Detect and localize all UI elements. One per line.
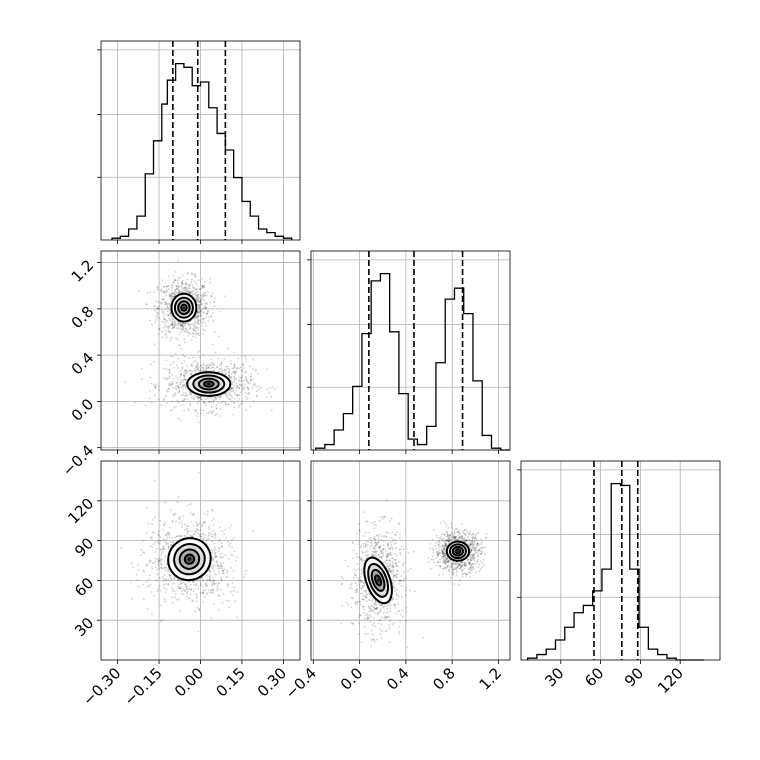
- x-tick-label-2-3: 120: [654, 664, 687, 697]
- hist-panel-1: [307, 250, 511, 454]
- contour-0-0-1: [173, 296, 194, 319]
- y-tick-label-2-1: 60: [71, 574, 97, 600]
- pair-panel-1-2: [307, 460, 511, 664]
- y-tick-label-2-2: 90: [71, 534, 97, 560]
- y-tick-label-1-3: 0.8: [68, 302, 98, 332]
- x-tick-label-1-0: −0.4: [282, 664, 320, 702]
- contour-0-0-2: [177, 300, 191, 316]
- density-fill-2-0-4: [376, 578, 380, 583]
- contour-0-0-3: [180, 303, 188, 312]
- contour-2-0-3: [374, 574, 383, 587]
- density-fill-2-1-4: [456, 550, 459, 553]
- pair-panel-0-1: [97, 250, 301, 454]
- contour-2-1-3: [454, 548, 462, 555]
- histogram-2: [526, 482, 705, 661]
- x-tick-label-0-1: −0.15: [121, 664, 166, 709]
- x-tick-label-2-1: 60: [581, 664, 607, 690]
- y-tick-label-1-4: 1.2: [68, 256, 98, 286]
- contour-1-0-0: [167, 537, 212, 582]
- histogram-0: [111, 62, 293, 240]
- sample-cloud-2: [340, 499, 488, 649]
- density-fill-1-0-4: [187, 557, 192, 562]
- contour-2-0-0: [363, 556, 393, 605]
- contour-1-0-2: [178, 548, 201, 570]
- hist-frame-1: [310, 250, 511, 451]
- contour-2-0-1: [367, 562, 390, 598]
- pair-content-0: [124, 259, 276, 424]
- pair-content-2: [340, 499, 488, 649]
- x-tick-label-0-2: 0.00: [171, 664, 207, 700]
- x-tick-label-0-0: −0.30: [79, 664, 124, 709]
- panels: −0.30−0.15 0.00 0.15 0.30−0.4 0.0 0.4 0.8 1.2 30…: [59, 40, 721, 709]
- contour-0-1-0: [186, 371, 232, 397]
- density-fill-0-0-4: [182, 306, 186, 309]
- contour-2-1-0: [445, 540, 471, 562]
- y-tick-label-1-1: 0.0: [68, 395, 98, 425]
- contour-2-1-2: [451, 545, 465, 557]
- x-tick-label-1-3: 0.8: [429, 664, 459, 694]
- x-tick-label-1-4: 1.2: [476, 664, 506, 694]
- hist-panel-0: [97, 40, 301, 244]
- pair-content-1: [120, 471, 255, 633]
- x-tick-label-1-2: 0.4: [383, 664, 413, 694]
- contour-2-1-1: [448, 543, 467, 560]
- x-tick-label-0-4: 0.30: [254, 664, 290, 700]
- pair-frame-2: [310, 460, 511, 661]
- contour-0-1-2: [197, 377, 220, 391]
- y-tick-label-2-3: 120: [64, 494, 97, 527]
- y-tick-label-1-0: −0.4: [59, 441, 97, 479]
- hist-frame-2: [520, 460, 721, 661]
- hist-panel-2: [517, 460, 721, 664]
- density-fill-0-1-4: [206, 382, 211, 386]
- contour-1-0-3: [183, 553, 196, 565]
- x-tick-label-1-1: 0.0: [337, 664, 367, 694]
- x-tick-label-2-2: 90: [621, 664, 647, 690]
- y-tick-label-1-2: 0.4: [68, 349, 98, 379]
- x-tick-label-2-0: 30: [541, 664, 567, 690]
- histogram-1: [314, 272, 510, 451]
- sample-cloud-0: [124, 259, 276, 424]
- contour-2-0-2: [370, 568, 386, 592]
- pair-panel-0-2: [97, 460, 301, 664]
- y-tick-label-2-0: 30: [71, 614, 97, 640]
- contour-0-0-0: [170, 292, 198, 323]
- contour-0-1-3: [203, 380, 215, 388]
- contour-0-1-1: [192, 374, 226, 394]
- contour-1-0-1: [173, 543, 206, 576]
- x-tick-label-0-3: 0.15: [212, 664, 248, 700]
